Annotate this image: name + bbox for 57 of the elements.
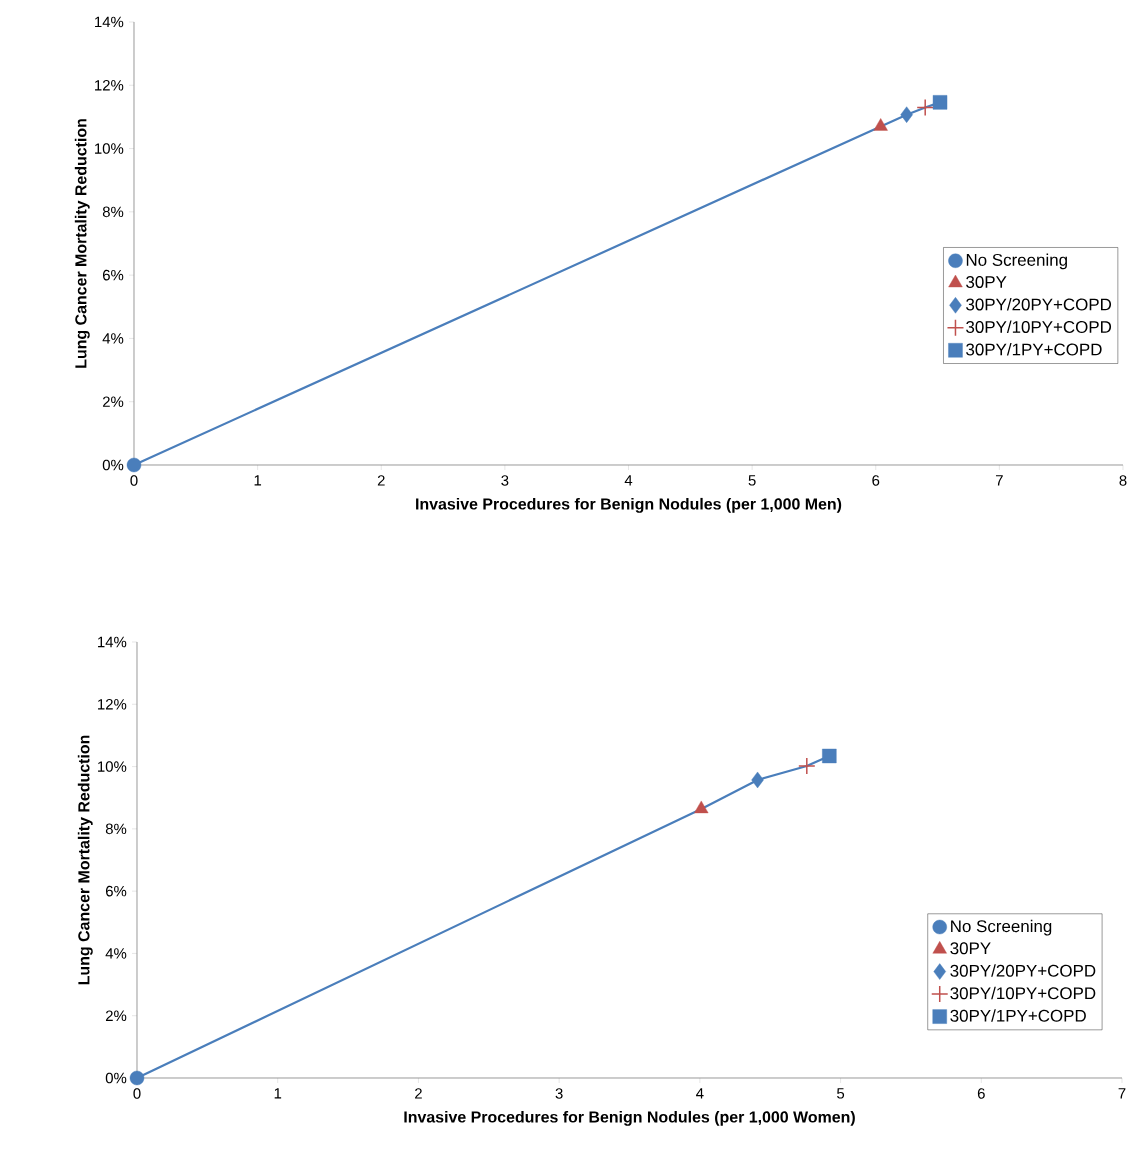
y-tick-label: 2% xyxy=(102,396,124,407)
x-tick-label: 4 xyxy=(624,475,633,486)
legend-label: 30PY xyxy=(966,275,1007,288)
x-tick-label: 2 xyxy=(415,1088,422,1099)
y-tick-label: 2% xyxy=(105,1010,127,1021)
legend-label: 30PY/1PY+COPD xyxy=(966,343,1102,356)
x-tick-label: 1 xyxy=(254,475,262,486)
x-tick-label: 5 xyxy=(837,1088,845,1099)
point xyxy=(873,118,888,131)
point xyxy=(916,98,934,117)
point xyxy=(751,771,764,789)
x-tick-label: 3 xyxy=(555,1088,563,1099)
y-tick-label: 12% xyxy=(98,699,127,710)
legend-label: 30PY xyxy=(950,942,991,955)
x-tick-label: 8 xyxy=(1119,475,1127,486)
x-tick-label: 0 xyxy=(130,475,138,486)
y-tick-label: 0% xyxy=(105,1072,127,1084)
legend-label: 30PY/1PY+COPD xyxy=(950,1009,1086,1022)
x-tick-label: 1 xyxy=(274,1088,282,1099)
legend-label: 30PY/20PY+COPD xyxy=(950,964,1096,977)
legend-label: 30PY/10PY+COPD xyxy=(950,986,1096,1000)
point xyxy=(126,457,142,473)
x-tick-label: 7 xyxy=(1118,1088,1126,1099)
x-tick-label: 0 xyxy=(133,1088,141,1099)
y-axis-title: Lung Cancer Mortality Reduction xyxy=(77,735,93,985)
y-tick-label: 8% xyxy=(105,823,127,835)
x-tick-label: 5 xyxy=(748,475,756,486)
x-tick-label: 2 xyxy=(377,475,385,486)
y-tick-label: 6% xyxy=(105,885,127,897)
x-tick-label: 6 xyxy=(977,1088,985,1099)
point xyxy=(900,106,913,123)
point xyxy=(932,95,948,110)
point xyxy=(694,800,709,814)
y-tick-label: 10% xyxy=(98,761,127,772)
point xyxy=(129,1070,145,1086)
legend-label: No Screening xyxy=(966,253,1067,270)
legend-label: 30PY/20PY+COPD xyxy=(966,298,1112,311)
y-tick-label: 12% xyxy=(95,80,124,91)
y-tick-label: 4% xyxy=(102,333,124,344)
x-axis-title: Invasive Procedures for Benign Nodules (per 1,000 Women) xyxy=(404,1110,855,1126)
point xyxy=(822,748,837,764)
legend-label: 30PY/10PY+COPD xyxy=(966,320,1112,333)
x-tick-label: 6 xyxy=(872,475,880,486)
x-tick-label: 3 xyxy=(501,475,509,486)
y-tick-label: 8% xyxy=(102,206,124,218)
y-tick-label: 14% xyxy=(98,636,127,648)
y-tick-label: 6% xyxy=(102,269,124,281)
point xyxy=(798,757,816,775)
x-axis-title: Invasive Procedures for Benign Nodules (per 1,000 Men) xyxy=(416,497,842,513)
y-tick-label: 10% xyxy=(95,143,124,154)
y-tick-label: 14% xyxy=(95,16,124,28)
legend-label: No Screening xyxy=(951,919,1052,936)
y-tick-label: 4% xyxy=(105,948,127,959)
y-axis-title: Lung Cancer Mortality Reduction xyxy=(74,119,90,368)
x-tick-label: 4 xyxy=(696,1088,704,1099)
x-tick-label: 7 xyxy=(995,475,1003,486)
y-tick-label: 0% xyxy=(102,459,124,471)
